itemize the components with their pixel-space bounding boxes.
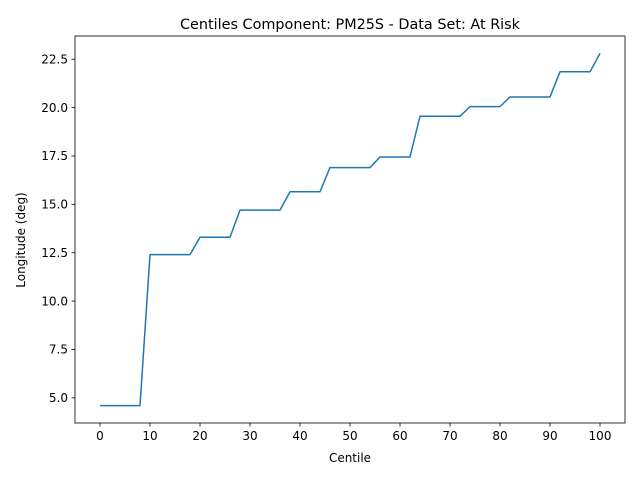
- x-tick-label: 90: [542, 429, 557, 443]
- y-tick-label: 7.5: [49, 343, 68, 357]
- x-tick-label: 20: [192, 429, 207, 443]
- x-tick-label: 100: [589, 429, 612, 443]
- x-tick-label: 30: [242, 429, 257, 443]
- x-tick-label: 60: [392, 429, 407, 443]
- y-tick-label: 17.5: [41, 149, 68, 163]
- y-tick-label: 20.0: [41, 101, 68, 115]
- x-tick-label: 10: [142, 429, 157, 443]
- x-axis: 0 10 20 30 40 50 60 70 80 90 100: [96, 423, 611, 443]
- x-tick-label: 80: [492, 429, 507, 443]
- y-tick-label: 12.5: [41, 246, 68, 260]
- x-tick-label: 40: [292, 429, 307, 443]
- x-axis-label: Centile: [329, 451, 371, 465]
- x-tick-label: 50: [342, 429, 357, 443]
- y-tick-label: 10.0: [41, 294, 68, 308]
- y-axis: 5.0 7.5 10.0 12.5 15.0 17.5 20.0 22.5: [41, 52, 75, 405]
- x-tick-label: 0: [96, 429, 104, 443]
- series-line: [100, 53, 601, 407]
- y-tick-label: 22.5: [41, 52, 68, 66]
- y-axis-label: Longitude (deg): [14, 192, 28, 287]
- y-tick-label: 5.0: [49, 391, 68, 405]
- chart-title: Centiles Component: PM25S - Data Set: At…: [180, 17, 521, 33]
- x-tick-label: 70: [442, 429, 457, 443]
- y-tick-label: 15.0: [41, 198, 68, 212]
